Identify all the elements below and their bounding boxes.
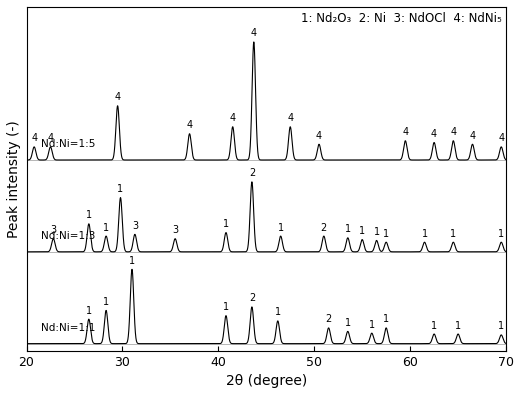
Text: 1: 1 (369, 320, 375, 330)
Text: 1: 1 (498, 322, 504, 331)
Text: 4: 4 (47, 134, 54, 143)
Text: 4: 4 (402, 127, 408, 137)
Text: 3: 3 (172, 225, 178, 235)
Text: 1: 1 (86, 306, 92, 316)
Text: 1: 1 (223, 302, 229, 312)
Text: Nd:Ni=1:3: Nd:Ni=1:3 (41, 231, 95, 241)
Text: 1: 1 (103, 297, 109, 307)
Text: 4: 4 (450, 127, 456, 137)
Text: 1: 1 (421, 229, 428, 239)
Text: 2: 2 (326, 314, 332, 324)
Text: 1: 1 (383, 229, 389, 239)
Text: 4: 4 (498, 134, 504, 143)
Text: 1: 1 (498, 229, 504, 239)
Text: 1: 1 (275, 307, 281, 318)
Text: 1: 1 (223, 219, 229, 229)
Text: Nd:Ni=1:5: Nd:Ni=1:5 (41, 139, 95, 149)
Text: 4: 4 (115, 92, 121, 102)
Text: 1: 1 (278, 222, 284, 233)
Text: 1: 1 (450, 229, 456, 239)
Text: 1: 1 (374, 227, 380, 237)
Text: 1: 1 (431, 320, 437, 331)
Text: 4: 4 (469, 131, 476, 141)
Text: 4: 4 (431, 129, 437, 139)
Y-axis label: Peak intensity (-): Peak intensity (-) (7, 120, 21, 238)
Text: 3: 3 (132, 221, 138, 231)
Text: 1: 1 (103, 222, 109, 233)
Text: 2: 2 (321, 222, 327, 233)
Text: 4: 4 (230, 113, 236, 123)
Text: 1: 1 (117, 184, 123, 194)
Text: 1: 1 (129, 256, 135, 266)
Text: 1: 1 (455, 320, 461, 331)
Text: Nd:Ni=1:1: Nd:Ni=1:1 (41, 323, 95, 333)
Text: 1: 1 (383, 314, 389, 324)
Text: 4: 4 (287, 113, 293, 123)
Text: 1: 1 (345, 318, 351, 328)
Text: 1: Nd₂O₃  2: Ni  3: NdOCl  4: NdNi₅: 1: Nd₂O₃ 2: Ni 3: NdOCl 4: NdNi₅ (301, 12, 501, 25)
Text: 4: 4 (316, 131, 322, 141)
Text: 4: 4 (31, 134, 37, 143)
Text: 1: 1 (359, 226, 365, 236)
Text: 2: 2 (249, 168, 255, 179)
Text: 1: 1 (345, 224, 351, 234)
Text: 3: 3 (51, 225, 56, 235)
Text: 4: 4 (251, 28, 257, 38)
Text: 2: 2 (249, 293, 255, 303)
X-axis label: 2θ (degree): 2θ (degree) (226, 374, 307, 388)
Text: 1: 1 (86, 210, 92, 220)
Text: 4: 4 (187, 120, 193, 130)
